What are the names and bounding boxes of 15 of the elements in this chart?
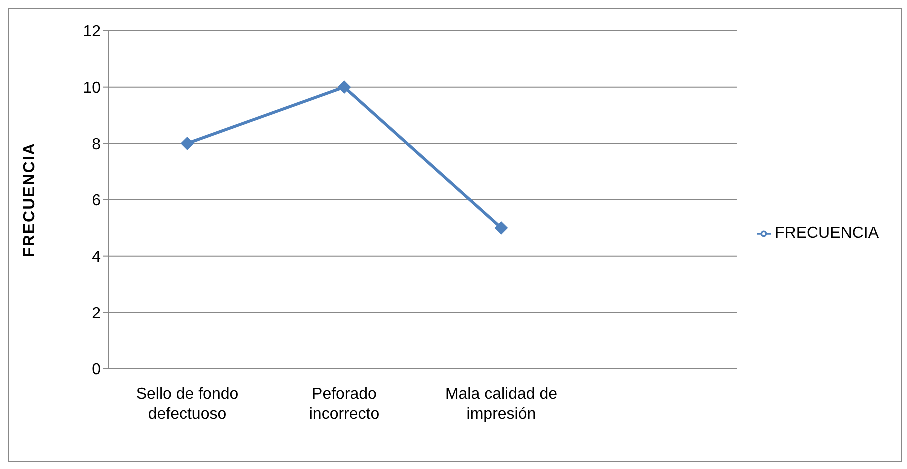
y-tick-label: 8 [92, 136, 102, 154]
y-tick-label: 0 [92, 362, 102, 379]
y-tick-label: 12 [83, 24, 102, 41]
y-tick-label: 6 [92, 192, 102, 210]
point [494, 222, 508, 235]
point [338, 80, 351, 94]
legend-label: FRECUENCIA [774, 225, 879, 242]
x-tick-label: Sello de fondo defectuoso [136, 386, 239, 423]
y-tick-label: 10 [83, 80, 102, 98]
y-tick-label: 2 [92, 305, 102, 322]
x-tick-label: Peforado incorrecto [309, 386, 380, 423]
y-axis-title: FRECUENCIA [22, 142, 39, 258]
x-tick-label: Mala calidad de impresión [445, 386, 558, 423]
point [181, 137, 194, 150]
y-tick-label: 4 [92, 249, 102, 266]
